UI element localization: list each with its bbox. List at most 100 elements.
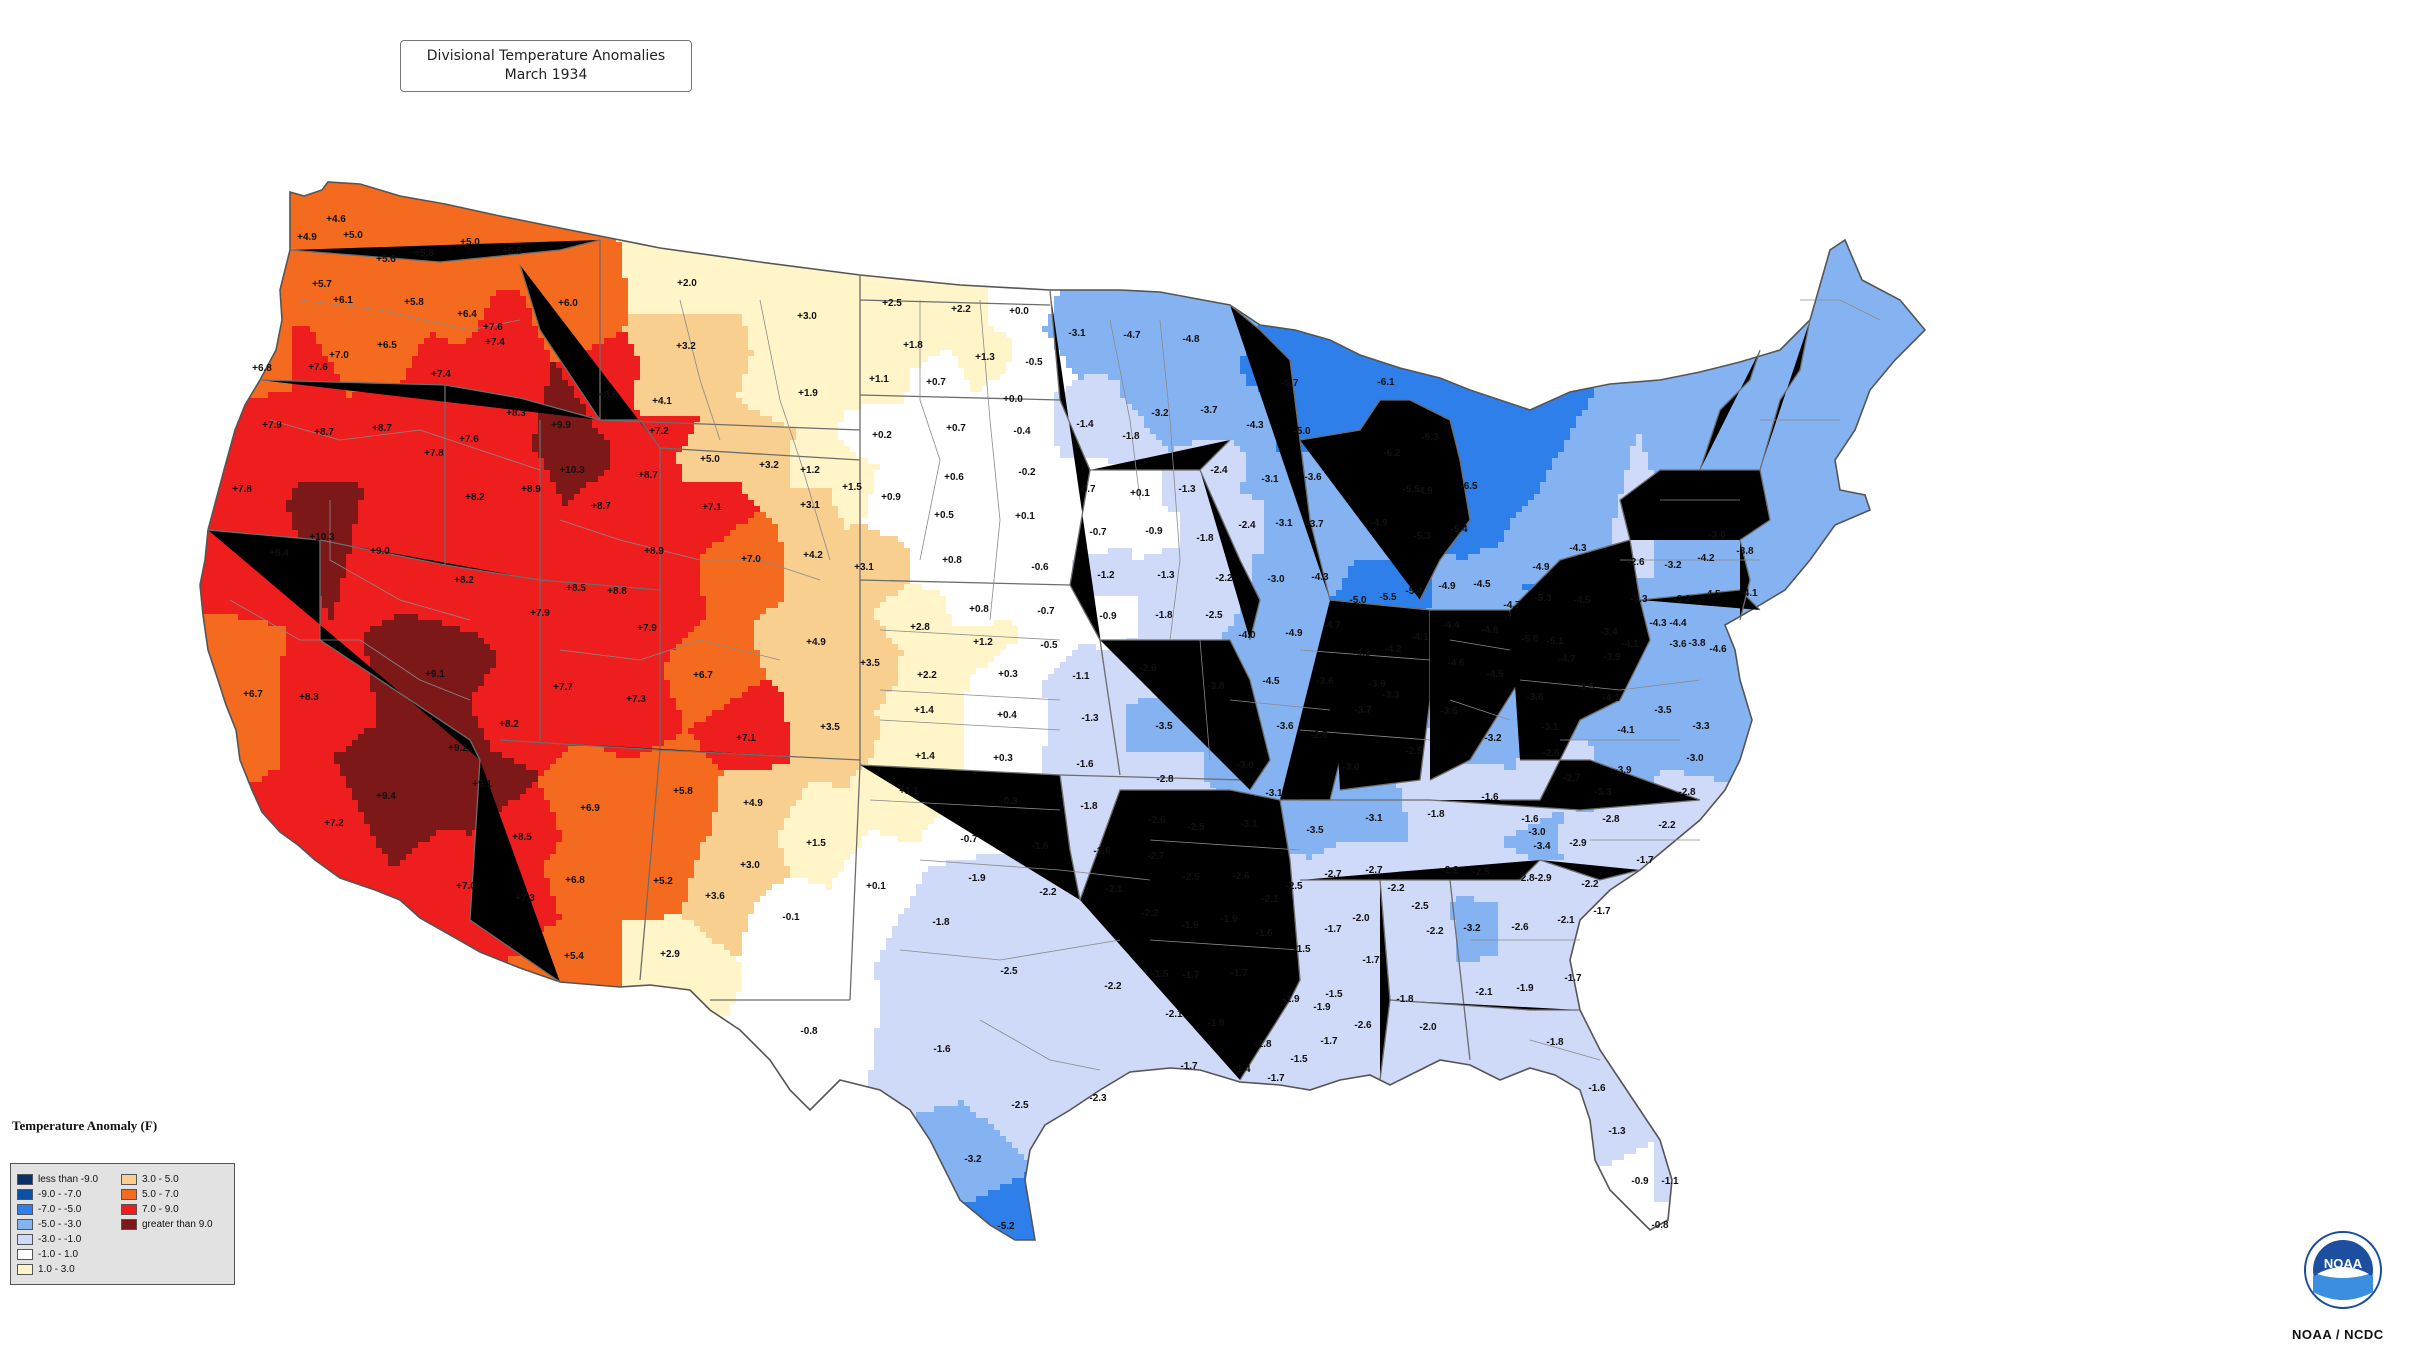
division-fill — [922, 362, 959, 369]
division-fill — [200, 992, 473, 999]
division-fill — [200, 1154, 365, 1161]
division-fill — [616, 1232, 779, 1239]
division-fill — [1048, 704, 1127, 711]
legend-label: -5.0 - -3.0 — [38, 1219, 82, 1230]
division-anomaly-label: -2.0 — [1419, 1022, 1437, 1033]
division-fill — [200, 638, 287, 645]
division-fill — [200, 986, 479, 993]
division-fill — [736, 956, 881, 963]
division-fill — [1276, 272, 1649, 279]
division-fill — [364, 488, 557, 495]
division-fill — [1762, 788, 1925, 795]
division-fill — [484, 308, 533, 315]
division-fill — [1252, 326, 1631, 333]
division-fill — [814, 1190, 989, 1197]
division-anomaly-label: +6.7 — [693, 670, 713, 681]
division-fill — [334, 368, 407, 375]
division-fill — [1450, 500, 1529, 507]
division-anomaly-label: +8.7 — [591, 501, 611, 512]
division-fill — [880, 986, 1925, 993]
division-anomaly-label: +7.8 — [424, 448, 444, 459]
division-fill — [1408, 812, 1553, 819]
division-fill — [622, 974, 743, 981]
division-fill — [856, 1136, 1007, 1143]
division-fill — [790, 476, 875, 483]
division-fill — [544, 788, 719, 795]
division-anomaly-label: -1.5 — [1151, 969, 1169, 980]
division-fill — [688, 890, 767, 897]
division-fill — [200, 818, 365, 825]
division-fill — [200, 950, 521, 957]
division-fill — [1624, 476, 1655, 483]
division-anomaly-label: -1.8 — [1196, 533, 1214, 544]
division-anomaly-label: -3.8 — [1526, 692, 1544, 703]
division-fill — [994, 182, 1103, 183]
division-fill — [200, 488, 293, 495]
division-fill — [200, 836, 377, 843]
division-fill — [1048, 728, 1127, 735]
division-anomaly-label: -2.7 — [1365, 865, 1383, 876]
division-fill — [200, 500, 287, 507]
division-anomaly-label: -4.7 — [1503, 600, 1521, 611]
division-fill — [1624, 1154, 1655, 1161]
division-fill — [376, 1136, 629, 1143]
division-fill — [200, 410, 539, 417]
division-fill — [1270, 284, 1643, 291]
division-fill — [298, 542, 353, 549]
division-fill — [1456, 926, 1499, 933]
division-fill — [784, 584, 905, 591]
division-fill — [1864, 1244, 1941, 1251]
division-fill — [628, 1160, 647, 1167]
division-anomaly-label: -4.8 — [1182, 334, 1200, 345]
division-fill — [316, 1232, 617, 1239]
division-fill — [556, 488, 581, 495]
division-fill — [200, 218, 617, 225]
division-fill — [1396, 782, 1589, 789]
division-fill — [200, 428, 539, 435]
division-fill — [280, 710, 377, 717]
division-fill — [1666, 218, 1925, 225]
division-fill — [1264, 536, 1397, 543]
division-fill — [1816, 800, 1925, 807]
division-fill — [742, 380, 911, 387]
division-fill — [200, 854, 389, 861]
division-fill — [200, 842, 377, 849]
division-fill — [1402, 788, 1583, 795]
division-fill — [1222, 812, 1409, 819]
division-fill — [862, 842, 1007, 849]
division-fill — [358, 500, 563, 507]
division-fill — [200, 368, 293, 375]
division-fill — [550, 362, 557, 369]
division-fill — [670, 686, 749, 693]
division-fill — [706, 614, 761, 621]
division-fill — [352, 794, 521, 801]
division-anomaly-label: +9.0 — [370, 546, 390, 557]
division-fill — [1078, 554, 1133, 561]
division-anomaly-label: +0.8 — [942, 555, 962, 566]
division-fill — [1456, 956, 1481, 963]
division-fill — [280, 668, 371, 675]
division-fill — [1318, 182, 1679, 183]
division-fill — [550, 470, 605, 477]
division-anomaly-label: -3.1 — [1068, 328, 1086, 339]
division-fill — [352, 548, 707, 555]
division-fill — [1678, 182, 1925, 183]
division-fill — [1108, 548, 1133, 555]
division-fill — [200, 974, 491, 981]
division-fill — [268, 392, 347, 399]
division-fill — [802, 794, 953, 801]
division-fill — [688, 884, 773, 891]
division-anomaly-label: -5.3 — [1534, 593, 1552, 604]
division-fill — [1756, 1220, 1925, 1227]
credit-text: NOAA / NCDC — [2292, 1327, 2384, 1342]
division-fill — [358, 800, 509, 807]
division-anomaly-label: +8.9 — [644, 546, 664, 557]
division-fill — [988, 314, 1049, 321]
division-fill — [1072, 368, 1241, 375]
division-fill — [964, 1100, 1925, 1107]
division-anomaly-label: -3.2 — [1463, 923, 1481, 934]
division-anomaly-label: +8.7 — [372, 423, 392, 434]
division-anomaly-label: -1.9 — [1516, 983, 1534, 994]
division-fill — [616, 218, 995, 225]
division-fill — [994, 656, 1067, 663]
